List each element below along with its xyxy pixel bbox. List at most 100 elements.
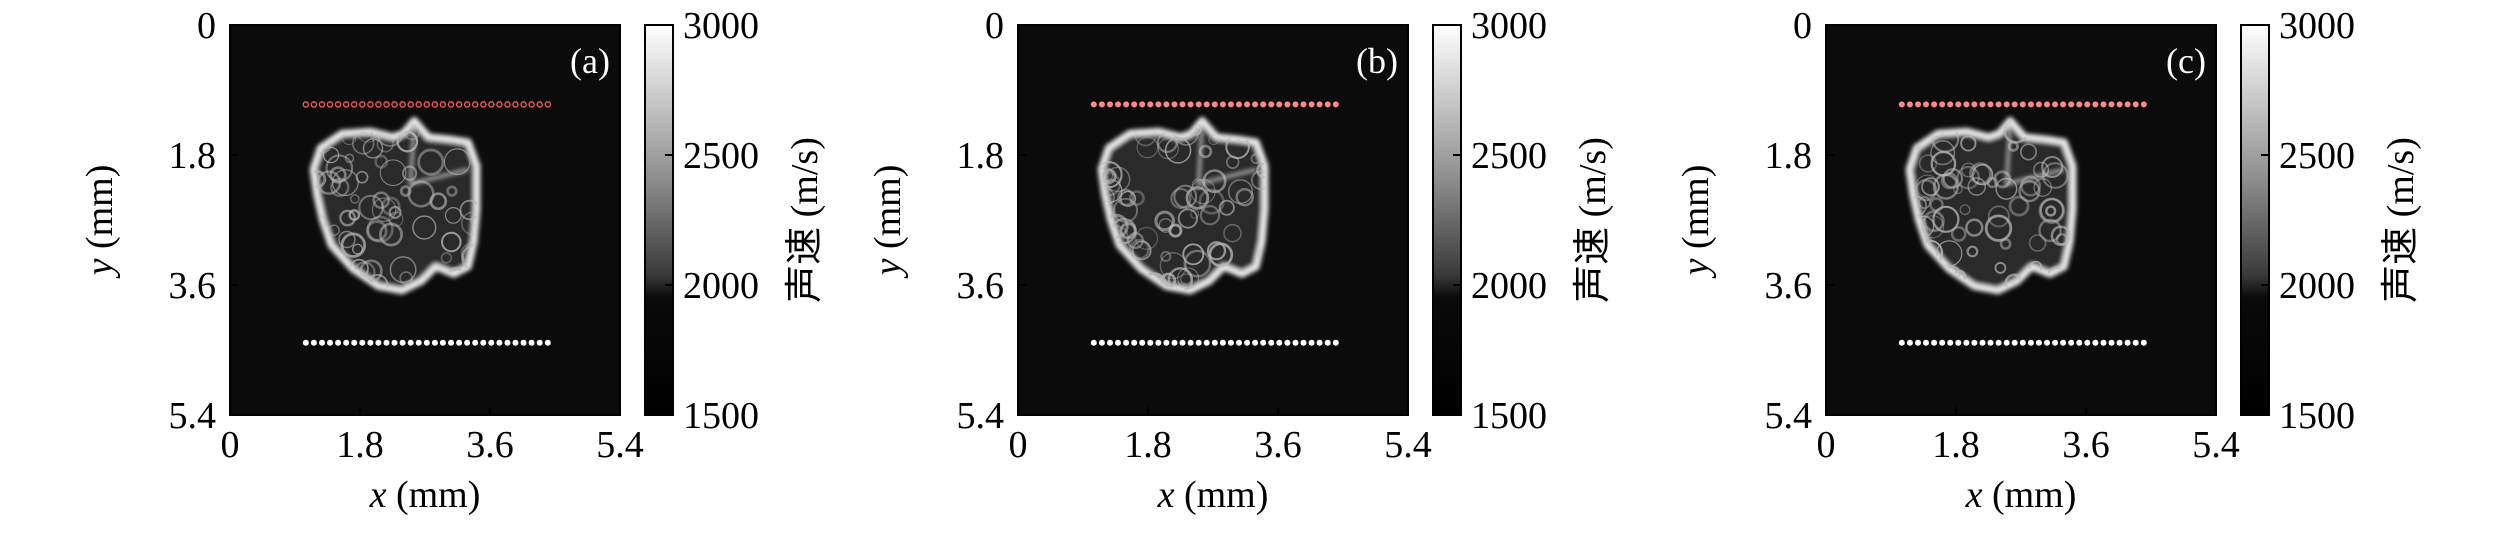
receiver-point — [1260, 339, 1267, 346]
trabecula — [1967, 177, 1986, 196]
receiver-point — [2044, 339, 2050, 346]
trabecula — [1257, 244, 1265, 268]
receiver-point — [367, 339, 374, 346]
x-tick-label: 5.4 — [1384, 424, 1432, 466]
receiver-point — [431, 339, 438, 346]
trabecula — [1190, 209, 1200, 219]
receiver-point — [1236, 339, 1242, 346]
source-point — [1098, 101, 1105, 108]
source-point — [1995, 101, 2002, 108]
receiver-point — [2140, 339, 2147, 346]
trabecula — [444, 206, 462, 224]
trabecula — [2028, 234, 2047, 252]
y-tick-label: 3.6 — [169, 265, 217, 307]
trabecula — [1235, 187, 1254, 207]
receiver-point — [375, 339, 382, 346]
trabecula — [2018, 180, 2041, 203]
source-point — [1163, 101, 1170, 108]
source-point — [431, 101, 439, 108]
panel-label: (c) — [2166, 41, 2206, 81]
trabecula — [1112, 197, 1139, 223]
trabecula — [371, 197, 397, 222]
receiver-point — [1107, 339, 1113, 346]
source-point — [1955, 101, 1962, 108]
bone-ridge — [408, 122, 469, 187]
trabecula — [1961, 162, 1976, 178]
receiver-point — [464, 339, 471, 346]
bone-ridge — [1196, 122, 1257, 187]
trabecula — [1101, 168, 1117, 185]
y-axis-label: y (mm) — [79, 165, 121, 280]
x-tick-label: 0 — [1817, 424, 1836, 466]
colorbar: 3000 2500 2000 1500 声速 (m/s) — [644, 5, 826, 437]
trabecula — [372, 191, 390, 209]
receiver-point — [544, 339, 551, 346]
source-array — [1090, 101, 1339, 108]
source-point — [2019, 101, 2026, 108]
receiver-point — [2003, 339, 2010, 346]
receiver-point — [1332, 339, 1339, 346]
trabecula — [1218, 199, 1235, 216]
x-tick-label: 0 — [1009, 424, 1028, 466]
source-point — [350, 101, 358, 108]
source-point — [1284, 101, 1291, 108]
source-point — [463, 101, 471, 108]
trabecula — [366, 215, 394, 243]
receiver-point — [1163, 339, 1170, 346]
trabecula — [2055, 233, 2068, 246]
source-point — [2060, 101, 2067, 108]
source-point — [1923, 101, 1929, 108]
axes: 0 1.8 3.6 5.401.83.65.4x (mm)y (mm) — [867, 5, 1432, 516]
receiver-point — [1219, 339, 1226, 346]
trabecula — [1966, 245, 1979, 258]
receiver-point — [1276, 339, 1283, 346]
colorbar-tick-label: 2500 — [1471, 135, 1547, 177]
receiver-point — [1252, 339, 1259, 346]
receiver-point — [1244, 339, 1251, 346]
source-point — [302, 101, 310, 108]
y-tick-label: 5.4 — [169, 395, 217, 437]
source-point — [2092, 101, 2099, 108]
trabecula — [358, 194, 384, 221]
trabecula — [1135, 226, 1159, 250]
receiver-point — [496, 339, 503, 346]
receiver-point — [359, 339, 366, 346]
receiver-point — [327, 339, 333, 346]
trabecula — [1223, 223, 1242, 243]
source-point — [1227, 101, 1234, 108]
trabecula — [1960, 135, 1977, 152]
source-point — [2052, 101, 2059, 108]
trabecula — [349, 193, 360, 204]
trabecula — [1250, 170, 1265, 191]
trabecula — [396, 130, 419, 153]
receiver-point — [1987, 339, 1994, 346]
receiver-point — [310, 339, 317, 346]
receiver-point — [1195, 339, 1202, 346]
trabecula — [1170, 187, 1192, 210]
source-point — [1276, 101, 1283, 108]
receiver-point — [456, 339, 463, 346]
colorbar-tick-label: 2000 — [683, 265, 759, 307]
receiver-point — [448, 339, 454, 346]
receiver-point — [1947, 339, 1954, 346]
source-point — [1090, 101, 1097, 108]
trabecula — [313, 169, 327, 189]
receiver-point — [2052, 339, 2059, 346]
trabecula — [2041, 156, 2064, 178]
receiver-point — [1316, 339, 1323, 346]
colorbar-gradient — [1432, 24, 1462, 416]
receiver-point — [319, 339, 325, 346]
source-point — [1300, 101, 1307, 108]
receiver-point — [1098, 339, 1105, 346]
source-point — [1324, 101, 1331, 108]
receiver-point — [343, 339, 350, 346]
trabecula — [1154, 210, 1175, 232]
trabecula — [388, 211, 404, 227]
source-point — [1179, 101, 1186, 108]
source-point — [1947, 101, 1954, 108]
source-point — [383, 101, 390, 108]
trabecula — [2008, 195, 2030, 217]
x-tick-label: 3.6 — [1254, 424, 1302, 466]
receiver-point — [1227, 339, 1234, 346]
source-point — [2132, 101, 2139, 108]
